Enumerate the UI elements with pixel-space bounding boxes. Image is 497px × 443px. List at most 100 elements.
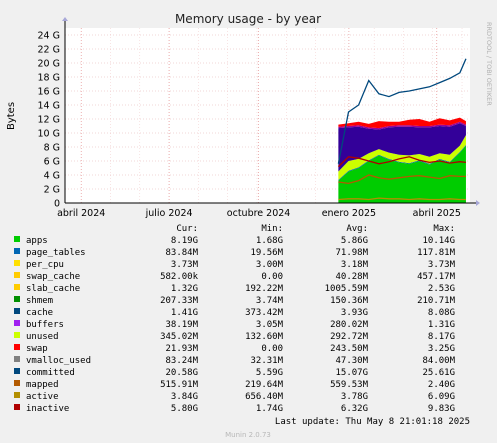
area-cache [338,135,466,180]
legend-cur-value: 21.93M [165,344,198,354]
y-tick-label: 12 G [38,115,60,126]
legend-max-value: 2.40G [428,380,455,390]
legend-swatch-swap_cache [14,272,20,278]
line-active [338,174,466,185]
legend-cur-value: 582.00k [160,272,199,282]
legend-header: Avg: [346,224,368,234]
legend-max-value: 2.53G [428,284,455,294]
legend-max-value: 25.61G [422,368,455,378]
legend-name: vmalloc_used [26,356,91,366]
last-update: Last update: Thu May 8 21:01:18 2025 [275,417,470,427]
legend-avg-value: 150.36M [330,296,369,306]
legend-avg-value: 559.53M [330,380,369,390]
legend-swatch-shmem [14,296,20,302]
legend-swatch-vmalloc_used [14,356,20,362]
legend-name: inactive [26,404,69,414]
legend-name: shmem [26,296,53,306]
y-tick-label: 20 G [38,59,60,70]
legend-avg-value: 5.86G [341,236,368,246]
legend-swatch-mapped [14,380,20,386]
line-committed [337,58,467,164]
legend-max-value: 9.83G [428,404,455,414]
legend-cur-value: 83.24M [165,356,198,366]
legend-name: buffers [26,320,64,330]
legend-avg-value: 15.07G [335,368,368,378]
legend-min-value: 0.00 [261,272,283,282]
y-axis-label: Bytes [6,102,17,130]
legend-name: page_tables [26,248,86,258]
legend-max-value: 84.00M [422,356,455,366]
x-axis-arrow [476,200,480,206]
legend-avg-value: 3.18M [341,260,369,270]
legend-avg-value: 280.02M [330,320,369,330]
legend-swatch-apps [14,236,20,242]
y-axis-arrow [62,17,68,21]
legend-cur-value: 3.84G [171,392,198,402]
legend-avg-value: 243.50M [330,344,369,354]
legend-min-value: 1.74G [256,404,283,414]
legend-cur-value: 515.91M [160,380,199,390]
area-apps [338,145,466,203]
legend-max-value: 8.08G [428,308,455,318]
area-shmem [338,121,466,130]
legend-header: Min: [261,224,283,234]
legend-cur-value: 207.33M [160,296,199,306]
y-tick-label: 8 G [44,143,60,154]
y-tick-label: 0 [54,199,60,210]
y-tick-label: 2 G [44,185,60,196]
legend-name: cache [26,308,53,318]
x-tick-label: enero 2025 [322,208,376,219]
legend-avg-value: 3.78G [341,392,368,402]
legend-max-value: 3.73M [428,260,456,270]
legend-min-value: 1.68G [256,236,283,246]
rrdtool-watermark: RRDTOOL / TOBI OETIKER [485,22,493,106]
area-slab_cache [338,123,466,172]
x-tick-label: octubre 2024 [227,208,291,219]
legend-name: per_cpu [26,260,64,270]
area-buffers [338,117,466,129]
legend-min-value: 132.60M [245,332,284,342]
y-tick-label: 24 G [38,31,60,42]
legend-max-value: 117.81M [417,248,456,258]
line-inactive [337,156,467,168]
legend-cur-value: 345.02M [160,332,199,342]
legend-min-value: 32.31M [250,356,283,366]
legend-min-value: 656.40M [245,392,284,402]
legend-avg-value: 3.93G [341,308,368,318]
area-page_tables [338,144,466,181]
legend-min-value: 5.59G [256,368,283,378]
y-tick-label: 6 G [44,157,60,168]
legend-name: swap [26,344,48,354]
legend-min-value: 19.56M [250,248,283,258]
legend-swatch-page_tables [14,248,20,254]
legend-cur-value: 20.58G [165,368,198,378]
legend-swatch-cache [14,308,20,314]
legend-min-value: 219.64M [245,380,284,390]
y-tick-label: 10 G [38,129,60,140]
y-tick-label: 14 G [38,101,60,112]
legend-swatch-active [14,392,20,398]
legend-name: committed [26,368,75,378]
legend-max-value: 1.31G [428,320,455,330]
legend-swatch-per_cpu [14,260,20,266]
legend-min-value: 0.00 [261,344,283,354]
legend-swatch-unused [14,332,20,338]
legend-avg-value: 71.98M [335,248,368,258]
legend-max-value: 3.25G [428,344,455,354]
legend-cur-value: 1.32G [171,284,198,294]
legend-min-value: 3.00M [256,260,284,270]
legend-avg-value: 1005.59M [325,284,369,294]
y-tick-label: 22 G [38,45,60,56]
legend-avg-value: 40.28M [335,272,368,282]
legend-avg-value: 6.32G [341,404,368,414]
legend-max-value: 6.09G [428,392,455,402]
legend-name: active [26,392,59,402]
legend-max-value: 210.71M [417,296,456,306]
legend-cur-value: 83.84M [165,248,198,258]
chart-title: Memory usage - by year [175,12,321,26]
legend-name: mapped [26,380,59,390]
legend-header: Cur: [176,224,198,234]
legend-swatch-committed [14,368,20,374]
legend-header: Max: [433,224,455,234]
